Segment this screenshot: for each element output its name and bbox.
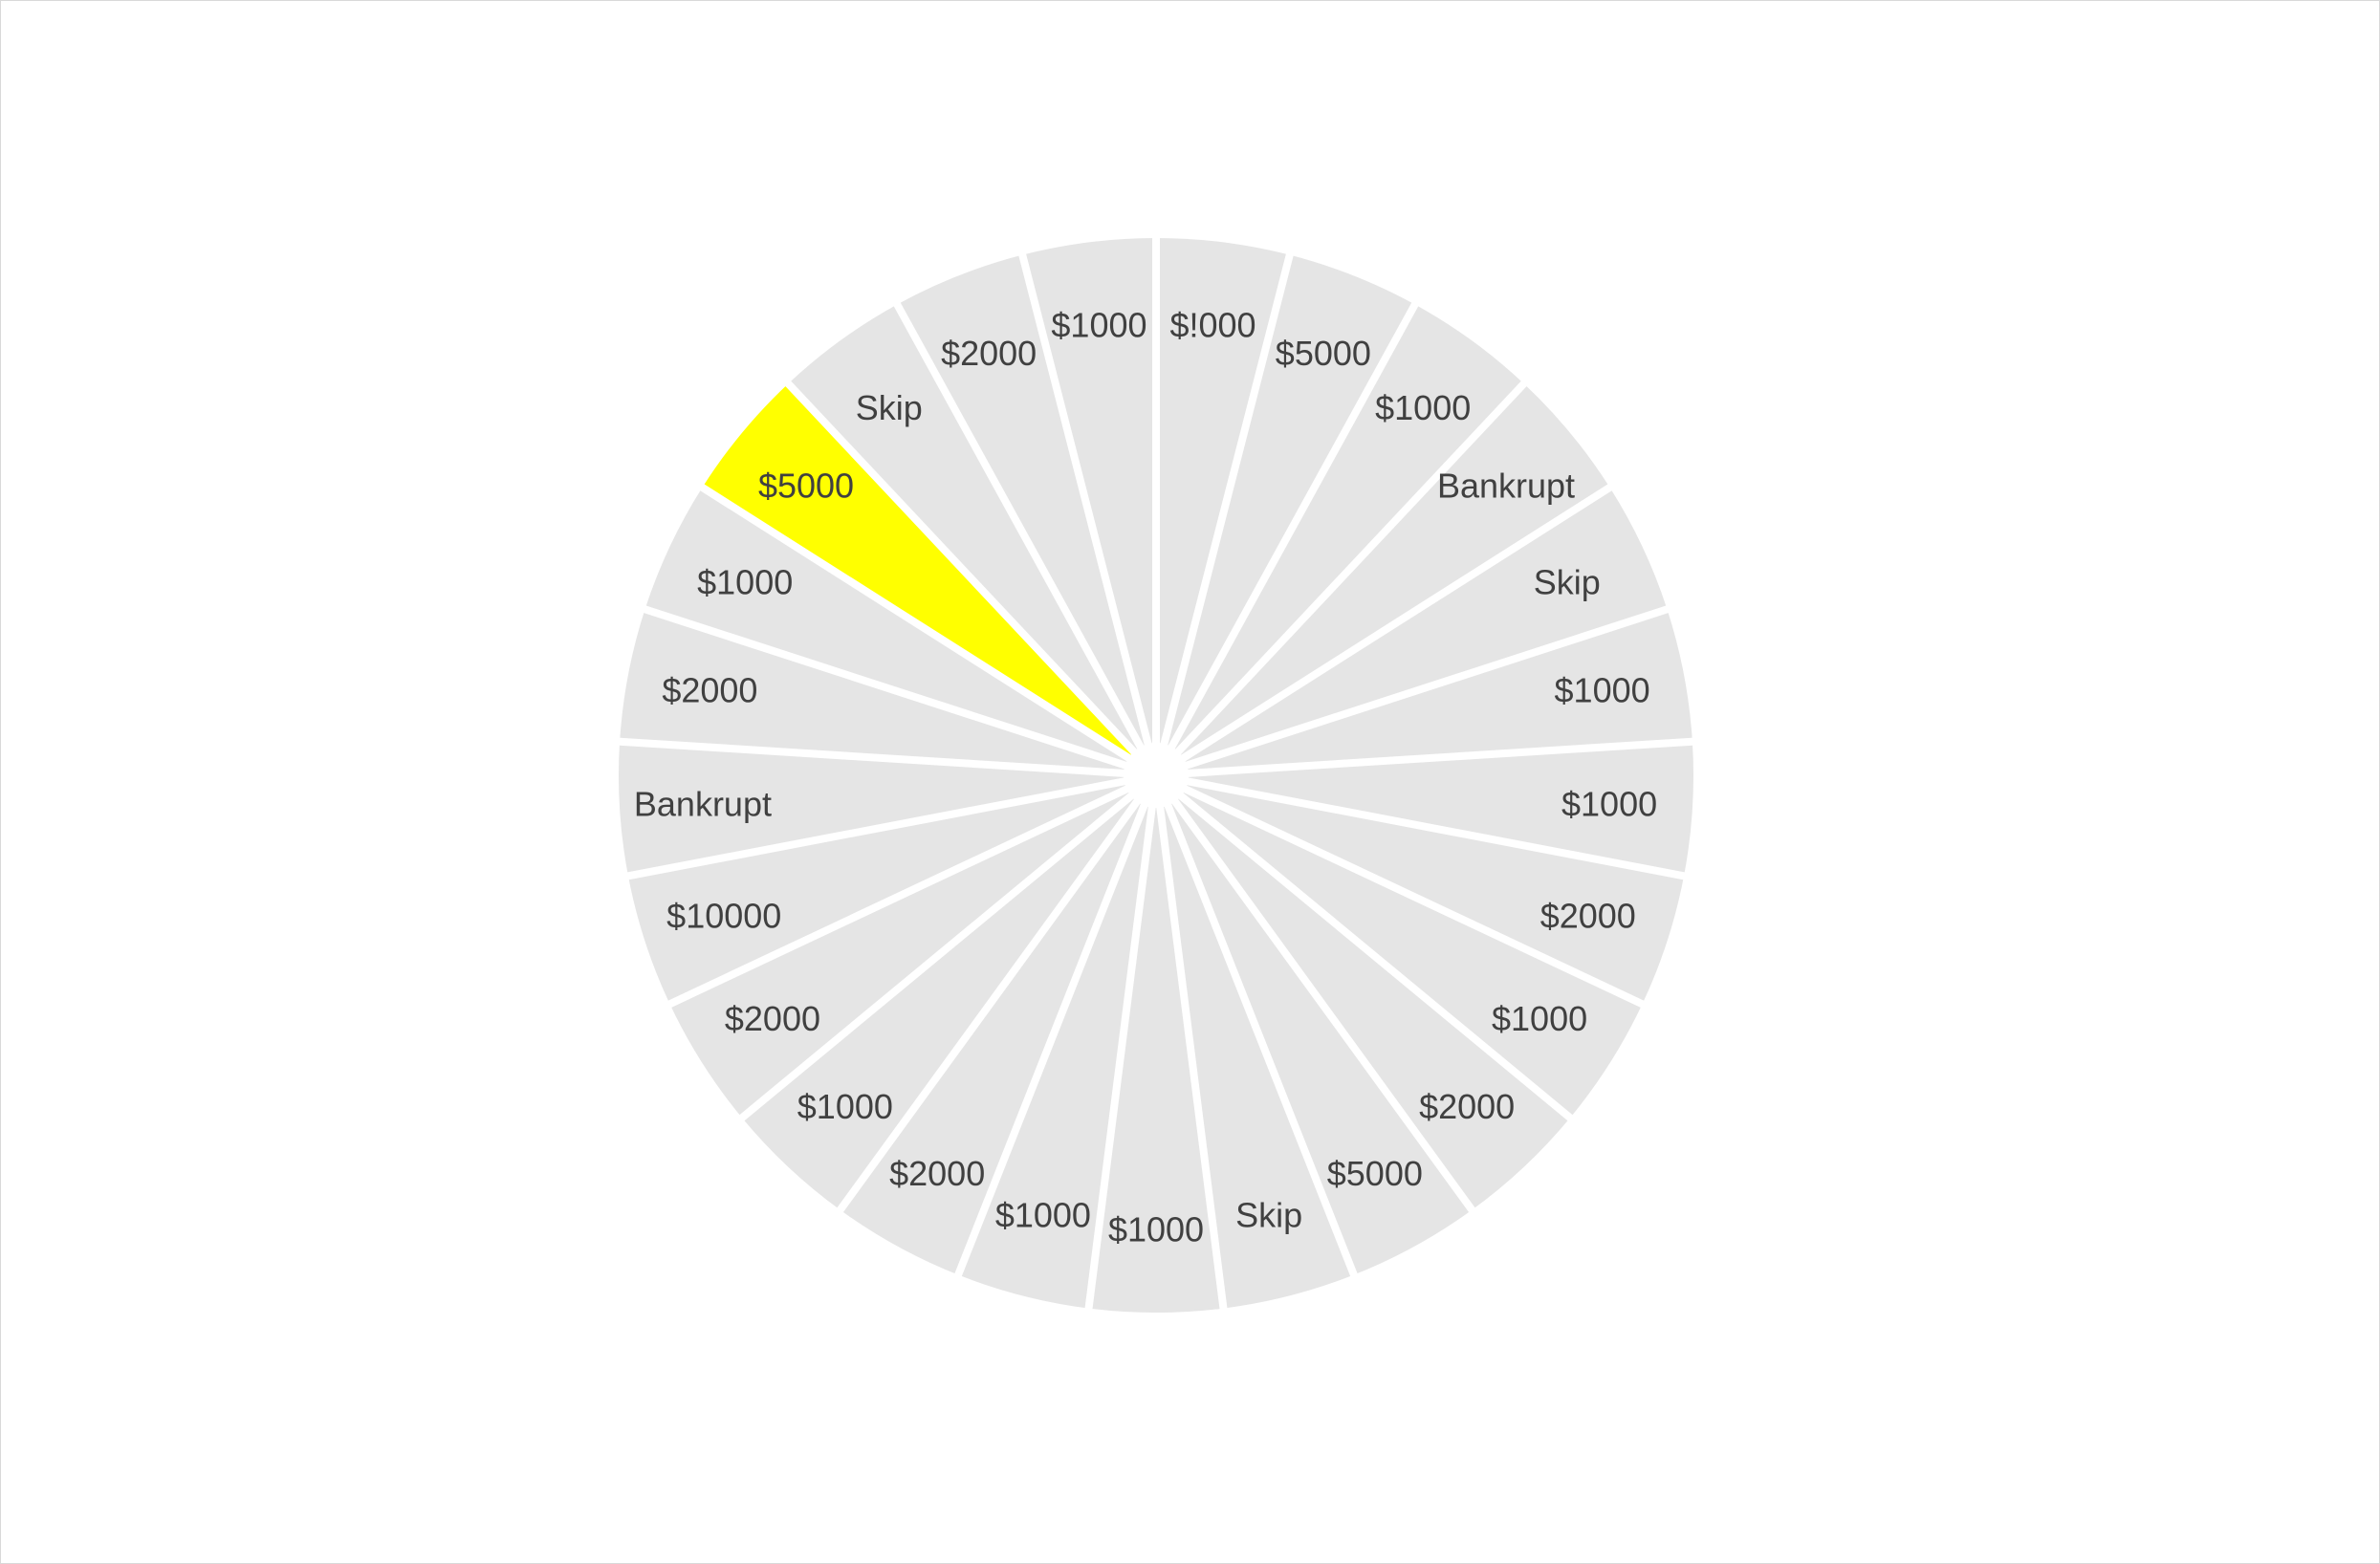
wheel-segment-label: $5000 — [1327, 1154, 1423, 1193]
wheel-divider — [1155, 737, 1697, 779]
wheel-segment[interactable] — [1156, 775, 1473, 1275]
wheel-segment-label: $5000 — [1276, 334, 1371, 373]
wheel-segment-label: $1000 — [797, 1087, 893, 1126]
wheel-segment[interactable] — [741, 775, 1156, 1210]
wheel-divider — [1152, 299, 1421, 777]
wheel-divider — [1084, 774, 1160, 1314]
wheel-segment[interactable] — [1156, 775, 1571, 1210]
wheel-segment-label: $2000 — [725, 999, 820, 1038]
wheel-divider — [1154, 604, 1672, 779]
wheel-segment-label: $1000 — [697, 562, 793, 601]
wheel-segment[interactable] — [1156, 775, 1685, 1005]
wheel-divider — [1153, 771, 1576, 1123]
wheel-segment-label: Bankrupt — [1437, 467, 1575, 506]
wheel-segment[interactable] — [840, 775, 1156, 1275]
wheel-segment[interactable] — [1156, 741, 1694, 877]
wheel-divider — [835, 772, 1160, 1216]
wheel-segment-label: $2000 — [662, 670, 757, 709]
wheel-hub — [1124, 743, 1189, 808]
wheel-divider — [640, 604, 1158, 779]
wheel-segment-label: $2000 — [941, 334, 1037, 373]
wheel-segment[interactable] — [1088, 775, 1224, 1314]
wheel-segment[interactable] — [1156, 383, 1610, 775]
wheel-segment-label: $10000 — [666, 896, 781, 935]
wheel-segment-label: $!000 — [1169, 305, 1256, 344]
wheel-divider — [696, 482, 1159, 779]
wheel-divider — [736, 771, 1159, 1123]
wheel-segment-label: Skip — [1534, 562, 1601, 601]
wheel-divider — [615, 737, 1157, 779]
wheel-segment[interactable] — [627, 775, 1156, 1005]
wheel-divider — [1155, 771, 1689, 880]
wheel-divider — [665, 771, 1158, 1010]
wheel-segment-label: $1000 — [1051, 305, 1146, 344]
wheel-segment-label: $1000 — [1108, 1210, 1204, 1249]
wheel-segment-label: Bankrupt — [634, 784, 772, 823]
wheel-divider — [782, 378, 1159, 778]
wheel-segment[interactable] — [1156, 775, 1643, 1119]
wheel-divider — [1152, 774, 1228, 1314]
wheel-segment-label: $1000 — [1561, 784, 1657, 823]
wheel-divider — [952, 773, 1160, 1280]
wheel-segment-label: $2000 — [889, 1154, 985, 1193]
wheel-segment[interactable] — [788, 304, 1156, 775]
wheel-segment-label: $1000 — [995, 1196, 1091, 1235]
wheel-divider — [891, 299, 1160, 777]
wheel-segment-label: $2000 — [1540, 896, 1636, 935]
wheel-segment-label: Skip — [1235, 1196, 1302, 1235]
wheel-segment-label: $2000 — [1419, 1087, 1515, 1126]
wheel-divider — [1152, 250, 1295, 776]
wheel-labels: $!000$5000$1000BankruptSkip$1000$1000$20… — [634, 305, 1657, 1249]
wheel-segment[interactable] — [669, 775, 1156, 1119]
wheel-divider — [1152, 773, 1360, 1280]
wheel-divider — [1153, 482, 1616, 779]
wheel-divider — [623, 771, 1157, 880]
wheel-segment[interactable] — [644, 487, 1156, 775]
wheel-segment-label: $5000 — [758, 467, 854, 506]
wheel-divider — [1154, 771, 1648, 1010]
wheel-segment[interactable] — [618, 741, 1156, 877]
wheel-segment-label: $1000 — [1492, 999, 1587, 1038]
wheel-segment[interactable] — [1156, 487, 1668, 775]
wheel-segment-selected[interactable] — [702, 383, 1156, 775]
wheel-segment-label: $1000 — [1555, 670, 1650, 709]
wheel-segment-label: Skip — [856, 388, 923, 427]
wheel-segment[interactable] — [1156, 304, 1524, 775]
wheel-divider — [1152, 772, 1477, 1216]
wheel-dividers — [615, 234, 1697, 1314]
wheel-segment[interactable] — [1156, 254, 1415, 775]
wheel-segment[interactable] — [897, 254, 1156, 775]
wheel-segment-label: $1000 — [1375, 388, 1471, 427]
wheel-divider — [1017, 250, 1160, 776]
wheel-divider — [1153, 378, 1530, 778]
